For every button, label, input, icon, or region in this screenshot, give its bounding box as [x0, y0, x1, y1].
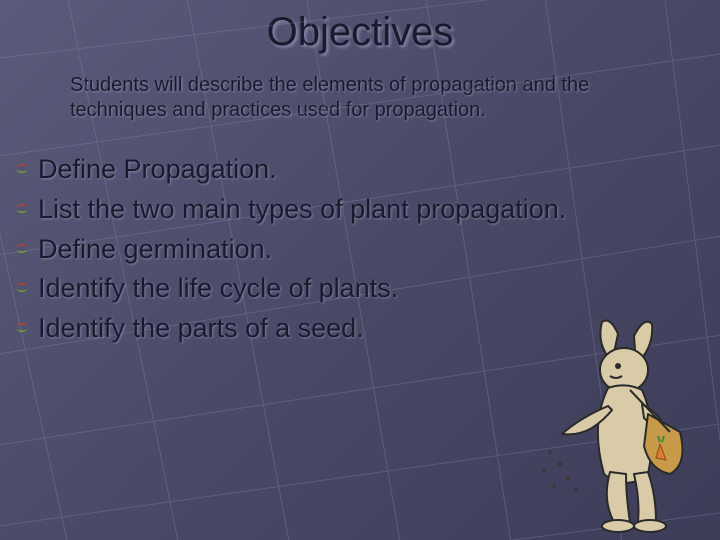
list-item-label: Define Propagation. — [38, 154, 277, 184]
list-item-label: Identify the life cycle of plants. — [38, 273, 398, 303]
list-item: List the two main types of plant propaga… — [10, 191, 710, 229]
page-title: Objectives — [0, 0, 720, 55]
list-item: Define Propagation. — [10, 151, 710, 189]
bullet-icon — [14, 161, 30, 177]
bullet-icon — [14, 201, 30, 217]
list-item-label: List the two main types of plant propaga… — [38, 194, 566, 224]
list-item: Identify the life cycle of plants. — [10, 270, 710, 308]
subtitle-text: Students will describe the elements of p… — [70, 73, 650, 123]
list-item-label: Identify the parts of a seed. — [38, 313, 364, 343]
rabbit-clipart — [530, 314, 710, 534]
bullet-icon — [14, 320, 30, 336]
list-item-label: Define germination. — [38, 234, 272, 264]
bullet-icon — [14, 280, 30, 296]
list-item: Define germination. — [10, 231, 710, 269]
bullet-icon — [14, 241, 30, 257]
